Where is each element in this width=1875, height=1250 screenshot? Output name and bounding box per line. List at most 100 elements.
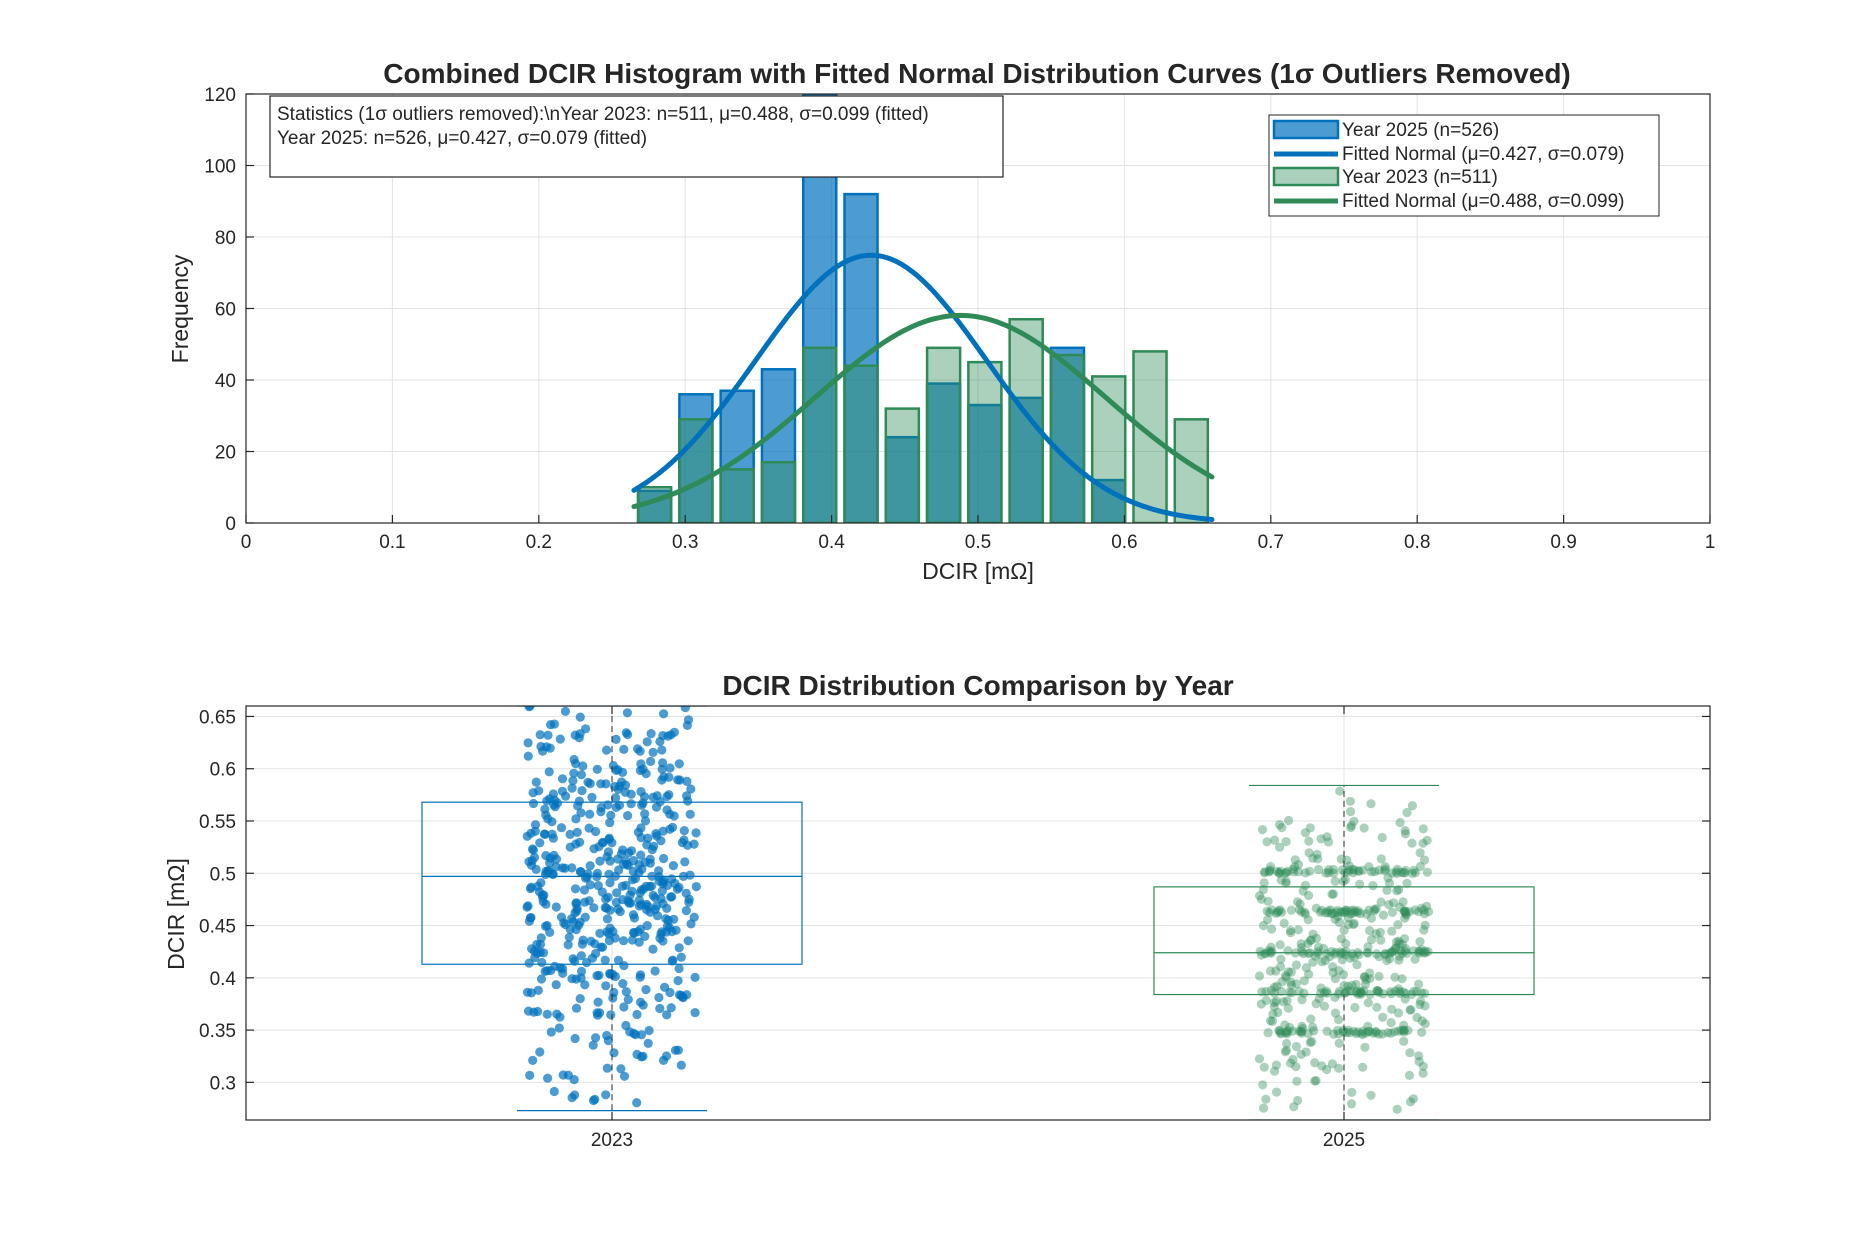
jitter-point-2023: [611, 734, 621, 745]
jitter-point-2023: [615, 907, 625, 917]
jitter-point-2025: [1400, 994, 1410, 1004]
jitter-point-2025: [1301, 963, 1311, 973]
jitter-point-2025: [1341, 939, 1351, 949]
jitter-point-2023: [641, 985, 651, 995]
jitter-point-2025: [1396, 867, 1406, 878]
jitter-point-2023: [567, 783, 577, 793]
jitter-point-2025: [1274, 1025, 1284, 1036]
jitter-point-2023: [569, 1075, 579, 1085]
jitter-point-2023: [569, 754, 579, 765]
jitter-point-2025: [1256, 999, 1266, 1009]
jitter-point-2025: [1395, 988, 1405, 999]
jitter-point-2025: [1313, 942, 1324, 952]
jitter-point-2023: [528, 798, 539, 809]
jitter-point-2025: [1386, 1028, 1396, 1038]
jitter-point-2025: [1414, 946, 1424, 956]
jitter-point-2023: [680, 857, 690, 867]
jitter-point-2023: [667, 892, 677, 902]
jitter-point-2025: [1297, 1021, 1307, 1031]
jitter-point-2025: [1380, 948, 1390, 959]
jitter-point-2023: [626, 789, 636, 799]
jitter-point-2025: [1363, 998, 1373, 1008]
jitter-point-2025: [1337, 955, 1347, 965]
jitter-point-2025: [1398, 1025, 1408, 1035]
jitter-point-2025: [1292, 1076, 1302, 1086]
jitter-point-2023: [659, 853, 669, 864]
jitter-point-2025: [1313, 949, 1323, 959]
jitter-point-2025: [1401, 909, 1411, 919]
jitter-point-2025: [1259, 1103, 1269, 1113]
jitter-point-2023: [571, 1003, 582, 1013]
jitter-point-2025: [1263, 915, 1273, 925]
jitter-point-2023: [575, 867, 586, 877]
jitter-point-2025: [1305, 1037, 1315, 1048]
jitter-point-2025: [1346, 906, 1356, 916]
jitter-point-2025: [1394, 1026, 1404, 1036]
jitter-point-2025: [1254, 971, 1265, 981]
jitter-point-2025: [1360, 972, 1370, 982]
jitter-point-2023: [676, 952, 686, 962]
jitter-point-2025: [1346, 1099, 1357, 1109]
jitter-point-2025: [1387, 868, 1397, 878]
jitter-point-2023: [619, 936, 629, 946]
jitter-point-2023: [585, 809, 595, 819]
jitter-point-2025: [1422, 835, 1432, 846]
jitter-point-2025: [1258, 1080, 1268, 1090]
jitter-point-2025: [1275, 905, 1285, 915]
jitter-point-2023: [623, 994, 633, 1005]
jitter-point-2025: [1316, 983, 1326, 993]
jitter-point-2023: [667, 956, 677, 966]
histogram-fit-curves: [631, 252, 1215, 523]
boxplot-x-tick-label: 2025: [1323, 1130, 1365, 1151]
jitter-point-2023: [685, 809, 695, 819]
jitter-point-2025: [1347, 980, 1357, 991]
jitter-point-2023: [611, 793, 621, 803]
jitter-point-2025: [1402, 948, 1412, 959]
jitter-point-2023: [557, 786, 568, 796]
jitter-point-2023: [643, 1038, 653, 1048]
jitter-point-2025: [1338, 970, 1348, 980]
jitter-point-2025: [1396, 946, 1406, 956]
jitter-point-2025: [1281, 876, 1291, 887]
jitter-point-2023: [657, 745, 667, 755]
histogram-bar-2023: [925, 346, 962, 523]
jitter-point-2025: [1260, 949, 1270, 959]
jitter-point-2023: [600, 955, 610, 965]
histogram-y-label: Frequency: [167, 254, 193, 363]
jitter-point-2025: [1320, 956, 1330, 966]
jitter-point-2025: [1415, 848, 1425, 858]
jitter-point-2025: [1405, 1097, 1416, 1107]
jitter-point-2025: [1280, 1020, 1290, 1030]
jitter-point-2025: [1352, 907, 1362, 918]
jitter-point-2023: [621, 1020, 631, 1031]
histogram-x-tick-label: 0.5: [965, 532, 991, 553]
jitter-point-2025: [1265, 1016, 1276, 1026]
jitter-point-2025: [1400, 913, 1410, 923]
jitter-point-2023: [571, 814, 581, 824]
jitter-point-2025: [1336, 907, 1346, 917]
jitter-point-2023: [568, 954, 578, 964]
jitter-point-2025: [1258, 920, 1269, 931]
jitter-point-2023: [586, 936, 596, 946]
jitter-point-2023: [629, 1028, 639, 1038]
jitter-point-2023: [658, 879, 668, 889]
jitter-point-2025: [1374, 952, 1384, 962]
jitter-point-2023: [646, 756, 656, 767]
jitter-point-2023: [534, 887, 545, 897]
jitter-point-2025: [1276, 1029, 1286, 1039]
jitter-point-2025: [1330, 876, 1340, 887]
jitter-point-2025: [1420, 946, 1430, 956]
jitter-point-2023: [588, 1095, 599, 1106]
jitter-point-2023: [664, 790, 674, 800]
jitter-point-2025: [1340, 875, 1351, 885]
jitter-point-2025: [1419, 909, 1430, 919]
jitter-point-2025: [1297, 1028, 1307, 1038]
jitter-point-2025: [1322, 1064, 1332, 1075]
jitter-point-2025: [1399, 1020, 1409, 1030]
jitter-point-2025: [1392, 886, 1402, 896]
jitter-point-2023: [576, 973, 586, 983]
jitter-point-2025: [1346, 909, 1356, 919]
jitter-point-2025: [1306, 935, 1316, 945]
jitter-point-2023: [601, 894, 611, 904]
jitter-point-2025: [1336, 934, 1346, 944]
